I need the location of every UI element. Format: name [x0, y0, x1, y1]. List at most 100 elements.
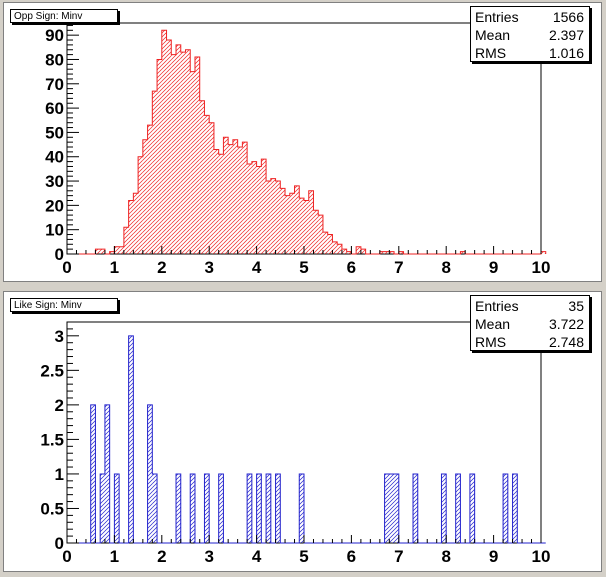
- histogram-bar: [180, 52, 186, 254]
- histogram-bar: [114, 473, 120, 543]
- histogram-bar: [147, 125, 153, 254]
- y-tick-label: 50: [45, 123, 64, 142]
- x-tick-label: 2: [157, 258, 166, 277]
- stats-entries-label: Entries: [475, 298, 519, 314]
- y-tick-label: 2.5: [40, 361, 64, 380]
- histogram-bar: [294, 185, 300, 254]
- y-tick-label: 60: [45, 99, 64, 118]
- histogram-bar: [237, 147, 243, 254]
- stats-entries-row: Entries 35: [475, 297, 584, 315]
- x-tick-label: 0: [62, 547, 71, 566]
- stats-entries-row: Entries 1566: [475, 8, 584, 26]
- histogram-bar: [346, 251, 352, 254]
- x-tick-label: 8: [441, 258, 450, 277]
- histogram-bar: [384, 251, 390, 254]
- histogram-bar: [469, 473, 475, 543]
- histogram-bar: [152, 473, 158, 543]
- histogram-bar: [304, 200, 309, 254]
- histogram-bar: [337, 244, 342, 254]
- x-tick-label: 2: [157, 547, 166, 566]
- histogram-bar: [389, 473, 395, 543]
- y-tick-label: 40: [45, 148, 64, 167]
- histogram-bar: [95, 249, 101, 254]
- histogram-bar: [247, 164, 252, 254]
- histogram-bar: [128, 200, 134, 254]
- histogram-outline: [67, 29, 547, 255]
- histogram-bar: [218, 473, 224, 543]
- stats-mean-value: 2.397: [548, 27, 584, 43]
- histogram-bar: [275, 473, 281, 543]
- histogram-bar: [285, 195, 290, 254]
- histogram-bar: [90, 404, 96, 543]
- histogram-bar: [242, 142, 248, 254]
- y-tick-label: 80: [45, 50, 64, 69]
- histogram-bar: [313, 210, 319, 254]
- stats-mean-label: Mean: [475, 316, 511, 332]
- y-tick-label: 90: [45, 26, 64, 45]
- histogram-bar: [275, 181, 281, 254]
- histogram-bar: [389, 251, 395, 254]
- x-tick-label: 4: [252, 258, 262, 277]
- histogram-bar: [100, 473, 105, 543]
- histogram-bar: [541, 251, 546, 254]
- histogram-bar: [213, 149, 219, 254]
- x-tick-label: 3: [204, 258, 213, 277]
- x-tick-label: 6: [347, 547, 356, 566]
- histogram-bar: [460, 251, 466, 254]
- x-tick-label: 8: [441, 547, 450, 566]
- stats-mean-row: Mean 2.397: [475, 26, 584, 44]
- histogram-bar: [266, 181, 271, 254]
- histogram-bar: [322, 232, 328, 254]
- histogram-bar: [299, 198, 304, 254]
- histogram-bar: [332, 241, 338, 254]
- x-tick-label: 9: [489, 258, 498, 277]
- y-tick-label: 0: [55, 534, 64, 553]
- y-tick-label: 1: [55, 465, 64, 484]
- stats-box: Entries 35 Mean 3.722 RMS 2.748: [470, 295, 590, 351]
- histogram-bar: [142, 139, 148, 254]
- y-tick-label: 30: [45, 172, 64, 191]
- stats-rms-label: RMS: [475, 334, 507, 350]
- histogram-title: Like Sign: Minv: [10, 298, 118, 312]
- histogram-bar: [341, 249, 347, 254]
- histogram-bar: [228, 144, 233, 254]
- histogram-bar: [356, 246, 361, 254]
- histogram-title: Opp Sign: Minv: [10, 9, 118, 23]
- histogram-bar: [261, 159, 267, 254]
- histogram-bar: [266, 473, 271, 543]
- histogram-bar: [280, 188, 286, 254]
- y-tick-label: 20: [45, 196, 64, 215]
- histogram-bar: [157, 59, 162, 255]
- x-tick-label: 5: [299, 258, 308, 277]
- histogram-bar: [251, 161, 257, 254]
- histogram-bar: [190, 71, 195, 254]
- histogram-bar: [232, 139, 238, 254]
- histogram-bar: [204, 473, 210, 543]
- histogram-bar: [114, 246, 120, 254]
- stats-mean-row: Mean 3.722: [475, 315, 584, 333]
- y-tick-label: 2: [55, 396, 64, 415]
- histogram-bar: [152, 91, 158, 254]
- histogram-bar: [256, 473, 262, 543]
- y-tick-label: 10: [45, 221, 64, 240]
- stats-mean-label: Mean: [475, 27, 511, 43]
- x-tick-label: 9: [489, 547, 498, 566]
- x-tick-label: 7: [394, 258, 403, 277]
- stats-entries-value: 1566: [552, 9, 584, 25]
- stats-mean-value: 3.722: [548, 316, 584, 332]
- histogram-bar: [204, 115, 210, 255]
- histogram-bar: [384, 473, 390, 543]
- stats-rms-row: RMS 1.016: [475, 44, 584, 62]
- x-tick-label: 10: [532, 258, 551, 277]
- histogram-bar: [256, 166, 262, 254]
- histogram-bar: [289, 193, 295, 254]
- histogram-bar: [128, 335, 134, 543]
- histogram-bar: [190, 473, 195, 543]
- y-tick-label: 0.5: [40, 499, 64, 518]
- histogram-bar: [379, 251, 385, 254]
- histogram-outline: [67, 335, 546, 544]
- x-tick-label: 6: [347, 258, 356, 277]
- histogram-bar: [247, 473, 252, 543]
- histogram-bar: [209, 122, 214, 255]
- stats-rms-value: 2.748: [548, 334, 584, 350]
